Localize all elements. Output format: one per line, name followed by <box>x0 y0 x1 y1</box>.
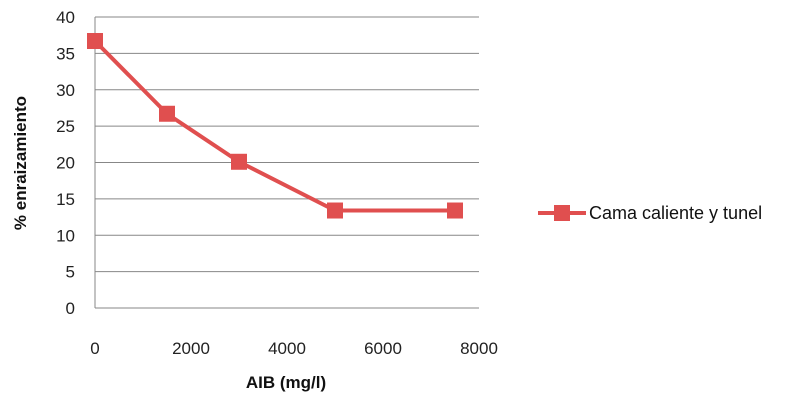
y-tick-label: 25 <box>56 117 75 136</box>
y-tick-label: 30 <box>56 81 75 100</box>
gridlines <box>95 16 479 273</box>
data-point-marker <box>447 202 463 219</box>
axes <box>94 17 479 309</box>
y-tick-label: 35 <box>56 44 75 63</box>
legend-label: Cama caliente y tunel <box>589 203 762 223</box>
legend: Cama caliente y tunel <box>538 203 762 223</box>
x-tick-labels: 0 2000 4000 6000 8000 <box>90 339 498 358</box>
y-tick-label: 5 <box>66 263 75 282</box>
y-tick-labels: 0 5 10 15 20 25 30 35 40 <box>56 8 75 318</box>
data-point-marker <box>159 105 175 122</box>
series-layer <box>87 33 463 219</box>
y-tick-label: 0 <box>66 299 75 318</box>
x-tick-label: 8000 <box>460 339 498 358</box>
x-tick-label: 6000 <box>364 339 402 358</box>
y-tick-label: 20 <box>56 154 75 173</box>
x-axis-title: AIB (mg/l) <box>246 373 326 392</box>
legend-marker-square <box>554 205 570 221</box>
x-tick-label: 0 <box>90 339 99 358</box>
data-point-marker <box>327 202 343 219</box>
x-tick-label: 4000 <box>268 339 306 358</box>
y-tick-label: 10 <box>56 226 75 245</box>
data-point-marker <box>87 33 103 50</box>
y-tick-label: 15 <box>56 190 75 209</box>
data-point-marker <box>231 153 247 170</box>
y-tick-label: 40 <box>56 8 75 27</box>
y-axis-title: % enraizamiento <box>11 96 30 230</box>
x-tick-label: 2000 <box>172 339 210 358</box>
